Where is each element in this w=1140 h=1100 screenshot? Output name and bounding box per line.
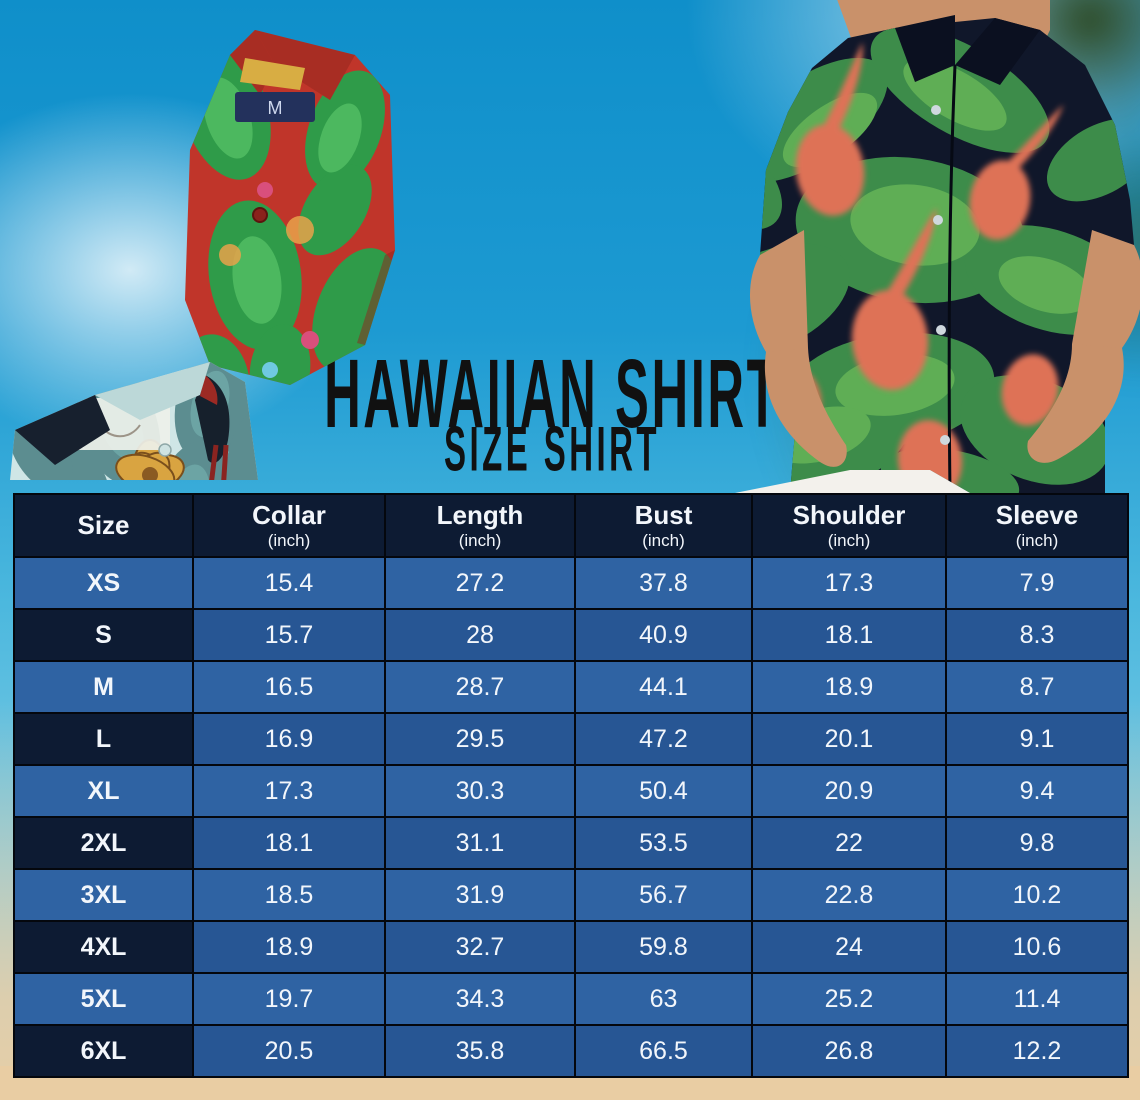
svg-text:M: M <box>268 98 283 118</box>
